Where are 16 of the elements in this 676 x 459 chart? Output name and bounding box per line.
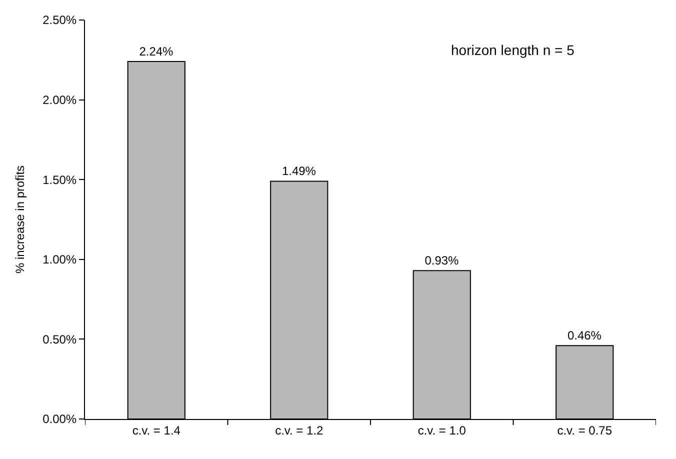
y-tick-label: 1.50% [42,172,77,187]
y-tick-label: 2.50% [42,13,77,28]
x-tick-label: c.v. = 1.0 [418,423,466,438]
annotation: horizon length n = 5 [451,42,575,58]
y-tick-label: 1.00% [42,252,77,267]
data-label: 0.93% [424,254,460,268]
x-tick-label: c.v. = 1.2 [275,423,324,438]
x-tick-label: c.v. = 0.75 [557,423,612,438]
y-tick-label: 0.00% [42,412,77,426]
y-tick-label: 0.50% [42,332,77,346]
data-label: 0.46% [567,328,602,343]
data-label: 1.49% [282,164,316,178]
data-label: 2.24% [139,44,174,58]
y-tick-label: 2.00% [42,93,77,107]
x-tick-label: c.v. = 1.4 [132,423,181,438]
y-axis-title: % increase in profits [12,165,27,274]
